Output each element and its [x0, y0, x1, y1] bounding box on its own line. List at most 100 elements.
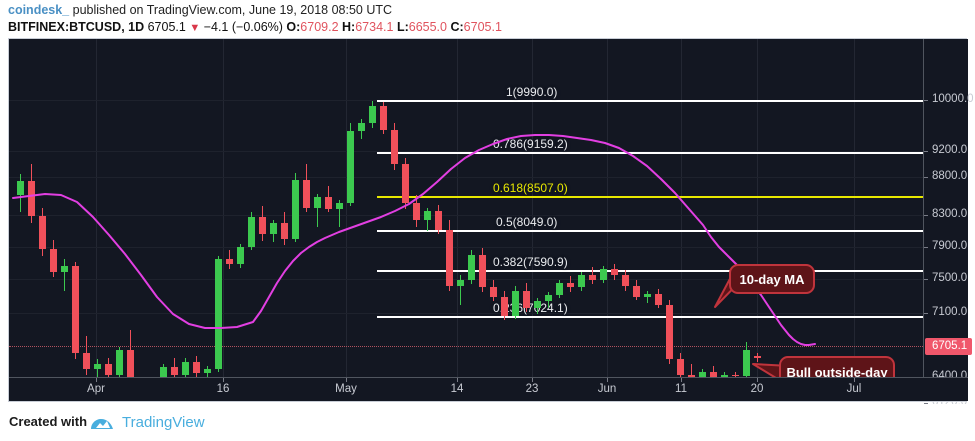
horizontal-gridline: [9, 215, 923, 216]
time-axis-label: Jul: [846, 383, 862, 395]
author-name[interactable]: coindesk_: [8, 3, 70, 17]
chart-plot-area[interactable]: 1(9990.0) 0.786(9159.2) 0.618(8507.0) 0.5(8…: [9, 39, 923, 377]
candle-wick: [64, 259, 65, 291]
chart-annotation-callout[interactable]: 10-day MA: [729, 264, 815, 294]
symbol-label[interactable]: BITFINEX:BTCUSD, 1D: [8, 20, 145, 34]
candle-body: [435, 210, 442, 230]
candle-body: [281, 223, 288, 239]
candle-body: [347, 131, 354, 204]
low-value: 6655.0: [408, 20, 447, 34]
horizontal-gridline: [9, 177, 923, 178]
candle-body: [215, 259, 222, 369]
time-axis-label: 20: [750, 383, 764, 395]
candle-wick: [724, 371, 725, 377]
vertical-gridline: [457, 39, 458, 377]
candle-body: [677, 359, 684, 375]
publisher-line: coindesk_ published on TradingView.com, …: [8, 3, 392, 17]
fibonacci-level-line[interactable]: [377, 152, 923, 154]
time-tick: [854, 378, 855, 382]
price-tick: [924, 100, 928, 101]
chart-footer: Created with TradingView: [0, 404, 975, 441]
price-axis[interactable]: 10000.0 9200.0 8800.0 8300.0 7900.0 7500.0 710…: [923, 39, 974, 408]
fibonacci-level-line[interactable]: [377, 270, 923, 272]
chart-frame: 1(9990.0) 0.786(9159.2) 0.618(8507.0) 0.5(8…: [8, 38, 974, 408]
tradingview-logo-icon: [91, 419, 113, 429]
candle-body: [446, 229, 453, 286]
close-label: C:: [450, 20, 464, 34]
price-tick: [924, 279, 928, 280]
candle-body: [457, 279, 464, 286]
close-value: 6705.1: [463, 20, 502, 34]
time-tick: [457, 378, 458, 382]
candle-body: [710, 371, 717, 377]
moving-average-line: [12, 134, 816, 346]
vertical-gridline: [757, 39, 758, 377]
fibonacci-level-label: 0.618(8507.0): [493, 181, 568, 195]
candle-body: [127, 349, 134, 377]
high-label: H:: [342, 20, 356, 34]
time-axis-label: Jun: [597, 383, 617, 395]
time-axis-label: 16: [216, 383, 230, 395]
candle-body: [314, 196, 321, 208]
candle-wick: [757, 353, 758, 363]
time-axis-label: 23: [525, 383, 539, 395]
candle-body: [611, 268, 618, 275]
candle-body: [633, 285, 640, 297]
price-axis-label: 9200.0: [932, 144, 968, 156]
time-axis[interactable]: Apr 16 May 14 23 Jun 11 20 Jul: [9, 377, 968, 401]
vertical-gridline: [96, 39, 97, 377]
candle-body: [666, 304, 673, 360]
candle-body: [589, 274, 596, 280]
candle-body: [105, 363, 112, 375]
candle-wick: [339, 199, 340, 227]
candle-body: [28, 181, 35, 216]
open-label: O:: [286, 20, 301, 34]
candle-body: [17, 181, 24, 196]
down-arrow-icon: ▼: [189, 22, 201, 34]
candle-body: [479, 254, 486, 288]
candle-body: [83, 353, 90, 369]
candle-body: [303, 179, 310, 208]
price-axis-label: 8300.0: [932, 208, 968, 220]
candle-body: [336, 203, 343, 210]
candle-body: [358, 123, 365, 132]
tradingview-brand-label[interactable]: TradingView: [122, 414, 205, 431]
candle-body: [292, 179, 299, 239]
fibonacci-level-line[interactable]: [377, 316, 923, 318]
candle-body: [237, 246, 244, 264]
candle-body: [270, 223, 277, 235]
price-axis-label: 10000.0: [932, 93, 974, 105]
candle-body: [50, 249, 57, 272]
candle-wick: [691, 363, 692, 377]
price-change-value: −4.1 (−0.06%): [203, 20, 283, 34]
time-tick: [223, 378, 224, 382]
fibonacci-level-line[interactable]: [377, 230, 923, 232]
chart-header: coindesk_ published on TradingView.com, …: [0, 0, 975, 36]
candle-body: [721, 374, 728, 377]
candle-body: [193, 362, 200, 374]
fibonacci-level-label: 1(9990.0): [506, 85, 558, 99]
candle-body: [545, 295, 552, 302]
candle-body: [556, 282, 563, 296]
candle-body: [743, 349, 750, 377]
candle-body: [402, 164, 409, 204]
candle-body: [116, 349, 123, 375]
fibonacci-level-line[interactable]: [377, 100, 923, 102]
candle-body: [578, 274, 585, 288]
fibonacci-level-label: 0.5(8049.0): [496, 215, 558, 229]
price-tick: [924, 247, 928, 248]
high-value: 6734.1: [355, 20, 394, 34]
fibonacci-level-label: 0.786(9159.2): [493, 137, 568, 151]
candle-body: [72, 265, 79, 353]
candle-body: [622, 274, 629, 286]
time-tick: [681, 378, 682, 382]
candle-body: [369, 106, 376, 124]
open-value: 6709.2: [300, 20, 339, 34]
horizontal-gridline: [9, 247, 923, 248]
time-tick: [757, 378, 758, 382]
chart-annotation-callout[interactable]: Bull outside-day: [779, 356, 895, 377]
fibonacci-level-label: 0.382(7590.9): [493, 255, 568, 269]
publish-info: published on TradingView.com, June 19, 2…: [69, 3, 393, 17]
candle-body: [600, 268, 607, 280]
fibonacci-level-line[interactable]: [377, 196, 923, 198]
